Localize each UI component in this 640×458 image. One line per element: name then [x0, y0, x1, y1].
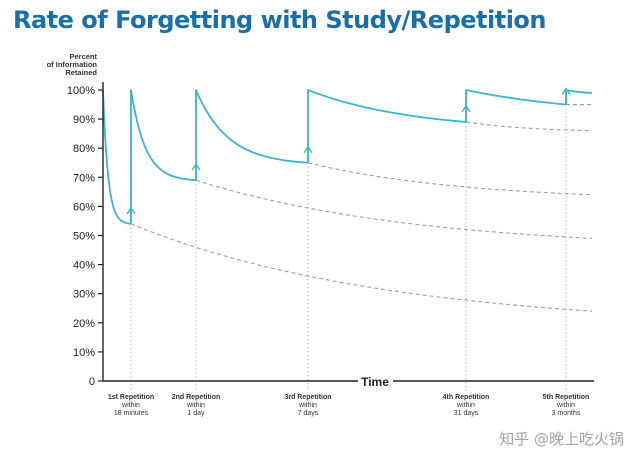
- watermark: 知乎 @晚上吃火锅: [499, 430, 624, 448]
- axes: Time: [102, 82, 594, 389]
- y-tick-label-0: 0: [89, 376, 95, 388]
- retention-segment-1: [102, 89, 132, 225]
- y-tick-label-7: 70%: [73, 172, 95, 184]
- decay-line-1: [130, 223, 593, 312]
- x-label-rep1-line1: 1st Repetition: [108, 394, 154, 401]
- x-label-rep3-line2: within: [298, 402, 317, 409]
- retention-curve: [102, 89, 593, 225]
- x-label-rep5-line2: within: [556, 402, 575, 409]
- retention-segment-6: [565, 89, 593, 105]
- repetition-guides: [130, 108, 567, 391]
- decay-lines: [130, 104, 593, 312]
- x-label-rep5-line3: 3 months: [552, 410, 581, 417]
- y-tick-label-9: 90%: [73, 114, 95, 126]
- decay-line-2: [195, 179, 593, 239]
- y-tick-label-6: 60%: [73, 201, 95, 213]
- y-tick-label-2: 20%: [73, 318, 95, 330]
- x-label-rep3-line1: 3rd Repetition: [284, 394, 331, 401]
- decay-line-3: [307, 162, 593, 196]
- x-label-rep5-line1: 5th Repetition: [543, 394, 590, 401]
- review-arrow-5: [561, 87, 571, 104]
- y-axis-title-line-3: Retained: [65, 68, 97, 77]
- y-tick-label-4: 40%: [73, 260, 95, 272]
- y-ticks: 0 10% 20% 30% 40% 50% 60% 70% 80% 90% 100%: [67, 85, 103, 388]
- chart-title: Rate of Forgetting with Study/Repetition: [13, 6, 547, 34]
- y-tick-label-1: 10%: [73, 347, 95, 359]
- review-arrows: [126, 87, 571, 223]
- x-axis-title: Time: [361, 375, 389, 389]
- x-label-rep1-line2: within: [121, 402, 140, 409]
- decay-line-4: [465, 121, 592, 132]
- x-label-rep3-line3: 7 days: [298, 410, 319, 417]
- x-label-rep4-line3: 31 days: [454, 410, 479, 417]
- retention-segment-3: [195, 89, 309, 181]
- retention-segment-4: [307, 89, 467, 163]
- retention-segment-2: [130, 89, 197, 224]
- x-label-rep2-line2: within: [186, 402, 205, 409]
- review-arrow-1: [126, 206, 136, 223]
- y-tick-label-5: 50%: [73, 231, 95, 243]
- review-arrow-2: [191, 162, 201, 180]
- x-label-rep2-line3: 1 day: [187, 410, 205, 417]
- y-tick-label-10: 100%: [67, 85, 95, 97]
- retention-segment-5: [465, 89, 567, 122]
- review-arrow-3: [303, 145, 313, 162]
- y-tick-label-8: 80%: [73, 143, 95, 155]
- y-axis-title-line-1: Percent: [69, 52, 97, 61]
- y-axis-title-line-2: of Information: [47, 60, 98, 69]
- y-tick-label-3: 30%: [73, 289, 95, 301]
- x-label-rep4-line1: 4th Repetition: [443, 394, 490, 401]
- x-label-rep2-line1: 2nd Repetition: [172, 394, 221, 401]
- x-label-rep1-line3: 18 minutes: [114, 410, 149, 417]
- review-arrow-4: [461, 104, 471, 122]
- x-label-rep4-line2: within: [456, 402, 475, 409]
